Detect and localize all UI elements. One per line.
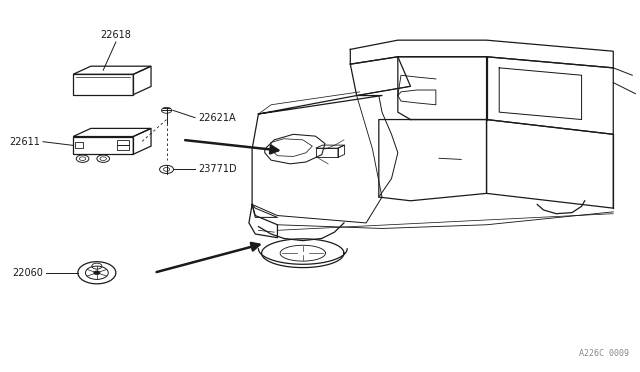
Bar — [75, 142, 83, 148]
Text: 23771D: 23771D — [198, 164, 237, 174]
Circle shape — [93, 271, 100, 275]
Text: 22618: 22618 — [100, 30, 131, 40]
Text: A226C 0009: A226C 0009 — [579, 349, 629, 358]
Text: 22621A: 22621A — [198, 113, 236, 123]
Bar — [118, 145, 129, 150]
Text: 22611: 22611 — [9, 137, 40, 147]
Text: 22060: 22060 — [12, 268, 43, 278]
Bar — [118, 140, 129, 145]
